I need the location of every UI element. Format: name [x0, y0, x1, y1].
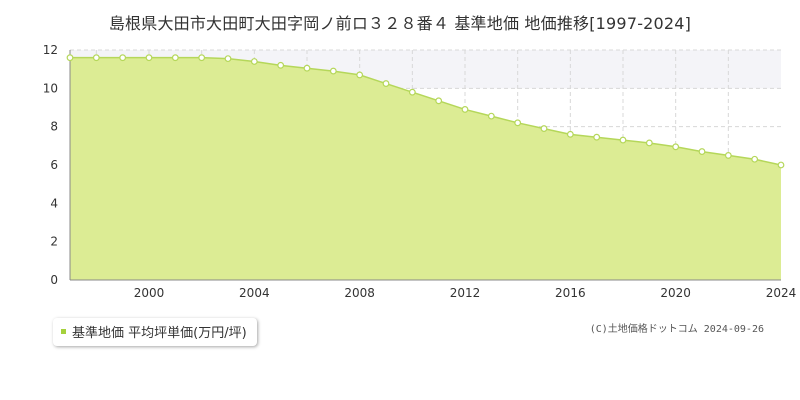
y-tick-label: 8 [50, 120, 58, 134]
legend-label: 基準地価 平均坪単価(万円/坪) [72, 326, 247, 341]
data-point [277, 61, 285, 69]
data-point [92, 54, 100, 62]
data-point [435, 97, 443, 105]
data-point [119, 54, 127, 62]
data-point [224, 55, 232, 63]
copyright-notice: (C)土地価格ドットコム 2024-09-26 [589, 324, 764, 335]
y-tick-label: 6 [50, 158, 58, 172]
series-area [70, 57, 781, 280]
data-point [145, 54, 153, 62]
data-point [382, 80, 390, 87]
data-point [540, 125, 548, 132]
data-point [303, 64, 311, 72]
legend: 基準地価 平均坪単価(万円/坪) [53, 318, 257, 346]
y-tick-label: 12 [43, 43, 58, 57]
data-point [777, 161, 785, 169]
x-tick-label: 2016 [555, 286, 586, 300]
x-tick-label: 2000 [134, 286, 165, 300]
series-line [70, 56, 782, 166]
data-point [66, 54, 74, 62]
x-tick-label: 2024 [766, 286, 797, 300]
data-point [698, 148, 706, 155]
y-tick-label: 2 [50, 235, 58, 249]
data-point [408, 88, 416, 96]
x-tick-label: 2020 [660, 286, 691, 300]
data-point [487, 112, 495, 120]
data-point [514, 119, 522, 127]
data-point [250, 58, 258, 65]
chart-title: 島根県大田市大田町大田字岡ノ前ロ３２８番４ 基準地価 地価推移[1997-202… [108, 14, 692, 33]
data-point [356, 71, 364, 79]
data-point [751, 155, 759, 163]
data-point [672, 143, 680, 151]
land-price-chart: 0 2 4 6 8 10 12 2000 2004 2008 2012 2016 2020 2024 [43, 43, 797, 300]
y-tick-label: 4 [50, 196, 58, 210]
data-point [645, 139, 653, 147]
legend-swatch [61, 329, 66, 334]
x-tick-label: 2004 [239, 286, 270, 300]
data-point [198, 54, 206, 62]
y-tick-label: 0 [50, 273, 58, 287]
x-tick-label: 2008 [344, 286, 375, 300]
data-point [566, 130, 574, 138]
data-point [461, 106, 469, 113]
data-point [171, 54, 179, 62]
data-point [329, 67, 337, 75]
y-tick-label: 10 [43, 81, 58, 95]
data-point [593, 133, 601, 141]
data-point [724, 152, 732, 159]
data-point [619, 136, 627, 144]
x-tick-label: 2012 [450, 286, 481, 300]
